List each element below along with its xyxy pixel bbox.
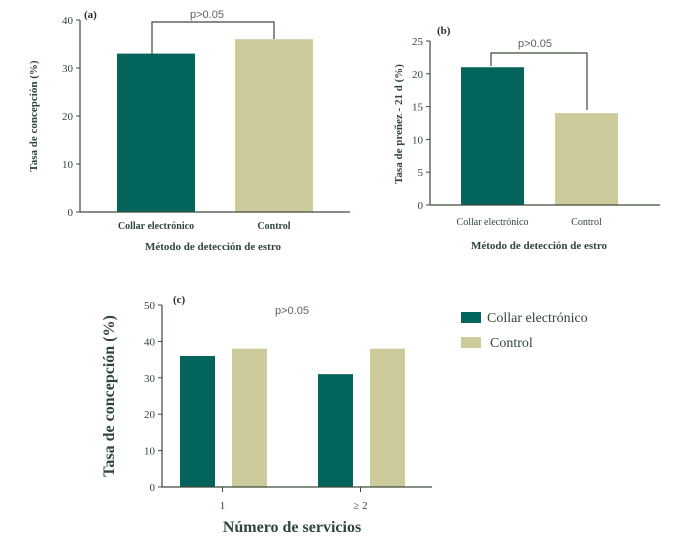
panel-c-category-label: ≥ 2 [353, 500, 367, 512]
panel-c-bars [180, 348, 405, 487]
panel-c-ytick-label: 30 [144, 373, 156, 385]
panel-b-y-ticks: 0 5 10 15 20 25 [412, 36, 430, 212]
panel-c-annotation: p>0.05 [275, 305, 309, 317]
panel-b-ytick-label: 25 [412, 36, 424, 48]
panel-b-ytick-label: 20 [412, 69, 424, 81]
panel-c-x-title: Número de servicios [223, 519, 361, 536]
panel-a-y-ticks: 0 10 20 30 40 [62, 15, 80, 219]
panel-a-ytick-label: 30 [62, 63, 74, 75]
panel-c-bar-collar-0 [180, 355, 215, 487]
panel-c-bar-control-0 [232, 348, 267, 487]
legend-label-collar: Collar electrónico [487, 311, 588, 326]
panel-a-category-label: Collar electrónico [118, 221, 194, 232]
panel-a-ytick-label: 40 [62, 15, 74, 27]
panel-a-bar-control [235, 39, 313, 213]
panel-a-category-label: Control [257, 221, 290, 232]
panel-c-y-title: Tasa de concepción (%) [101, 315, 118, 477]
panel-b-x-title: Método de detección de estro [471, 240, 608, 252]
panel-a-categories: Collar electrónico Control [118, 221, 291, 232]
panel-b-bar-control [555, 113, 618, 205]
panel-c-y-ticks: 0 10 20 30 40 50 [144, 300, 162, 494]
panel-a-ytick-label: 10 [62, 159, 74, 171]
panel-a-bar-collar [117, 53, 195, 212]
panel-c-ytick-label: 40 [144, 336, 156, 348]
panel-c-category-label: 1 [220, 500, 226, 512]
panel-c-ytick-label: 50 [144, 300, 156, 312]
panel-b-ytick-label: 5 [418, 167, 424, 179]
panel-c-ytick-label: 20 [144, 409, 156, 421]
panel-b-label: (b) [437, 25, 451, 37]
legend-label-control: Control [490, 336, 533, 351]
panel-b-category-label: Control [571, 217, 602, 228]
panel-a-label: (a) [84, 9, 97, 21]
legend-swatch-control [461, 337, 481, 348]
panel-a-bars [117, 39, 313, 213]
panel-b-categories: Collar electrónico Control [457, 217, 602, 228]
panel-b: (b) 0 5 10 15 20 25 Collar electrónico Control… [393, 25, 660, 252]
panel-b-ytick-label: 10 [412, 134, 424, 146]
panel-a-ytick-label: 20 [62, 111, 74, 123]
panel-c-categories: 1 ≥ 2 [220, 487, 368, 512]
panel-c-label: (c) [173, 294, 186, 306]
panel-b-bar-collar [461, 67, 524, 206]
panel-b-significance-bracket [490, 52, 588, 110]
legend: Collar electrónico Control [461, 311, 588, 351]
panel-c-bar-control-1 [370, 348, 405, 487]
panel-a-ytick-label: 0 [68, 207, 74, 219]
panel-a-significance-bracket [151, 21, 275, 54]
panel-c-bar-collar-1 [318, 374, 353, 487]
panel-b-annotation: p>0.05 [518, 38, 552, 50]
panel-c-ytick-label: 10 [144, 446, 156, 458]
legend-swatch-collar [461, 312, 481, 323]
panel-a-y-title: Tasa de concepción (%) [28, 60, 40, 171]
panel-a-annotation: p>0.05 [190, 9, 224, 21]
panel-a-x-title: Método de detección de estro [145, 241, 282, 253]
panel-c-ytick-label: 0 [150, 482, 156, 494]
panel-c: (c) 0 10 20 30 40 50 1 ≥ 2 p>0.05 Número de se… [101, 294, 432, 536]
panel-b-bars [461, 67, 618, 206]
panel-b-y-title: Tasa de preñez - 21 d (%) [393, 64, 405, 184]
panel-b-category-label: Collar electrónico [457, 217, 529, 228]
panel-b-ytick-label: 15 [412, 102, 424, 114]
panel-b-ytick-label: 0 [418, 200, 424, 212]
